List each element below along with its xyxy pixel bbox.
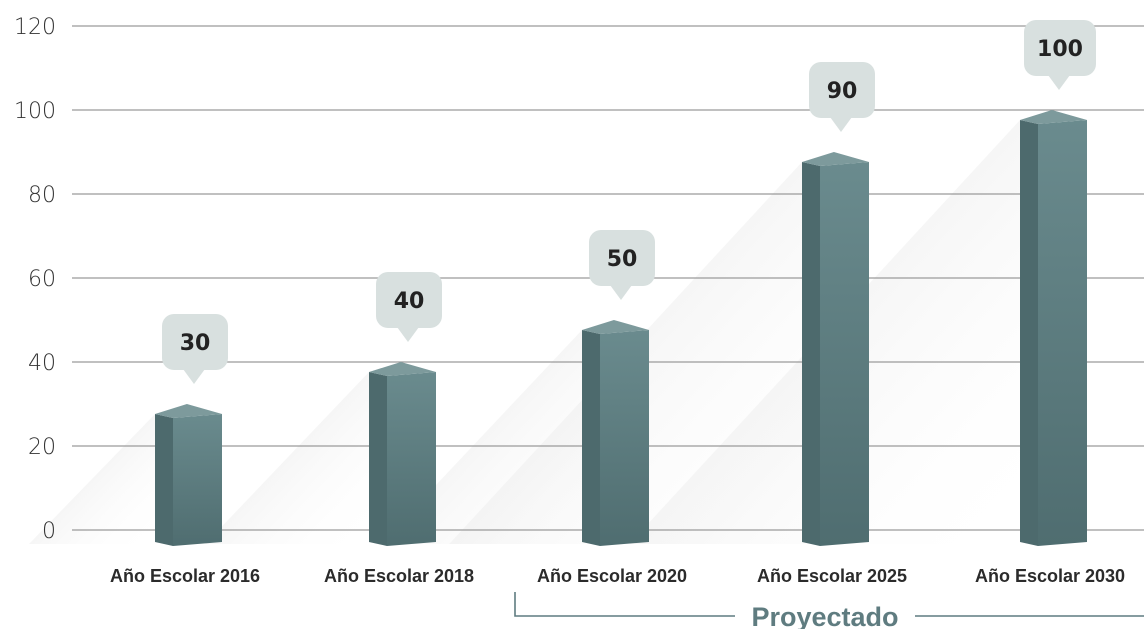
projected-annotation: Proyectado: [514, 592, 1144, 629]
bar-side-face: [802, 162, 820, 546]
x-tick-label: Año Escolar 2030: [975, 566, 1125, 586]
value-callout: 30: [162, 314, 228, 384]
callout-bubble: [376, 272, 442, 328]
bar-side-face: [369, 372, 387, 546]
callout-bubble: [162, 314, 228, 370]
callout-pointer: [830, 117, 852, 132]
bar-value-label: 90: [827, 79, 858, 104]
callout-pointer: [397, 327, 419, 342]
bar: [1020, 110, 1087, 546]
callout-bubble: [1024, 20, 1096, 76]
value-callout: 100: [1024, 20, 1096, 90]
y-axis: 0 20 40 60 80 100 120: [14, 15, 56, 544]
bar: [155, 404, 222, 546]
bar-front-face: [600, 330, 649, 546]
value-callouts: 30 40 50 90 100: [162, 20, 1096, 384]
bar: [369, 362, 436, 546]
y-tick-label: 100: [14, 99, 56, 124]
bar-shadow: [449, 162, 802, 544]
value-callout: 40: [376, 272, 442, 342]
bar-side-face: [155, 414, 173, 546]
callout-bubble: [589, 230, 655, 286]
bar: [582, 320, 649, 546]
callout-pointer: [610, 285, 632, 300]
y-tick-label: 60: [28, 267, 56, 292]
value-callout: 50: [589, 230, 655, 300]
bar-value-label: 100: [1037, 37, 1083, 62]
y-tick-label: 20: [28, 435, 56, 460]
callout-bubble: [809, 62, 875, 118]
bar-front-face: [173, 414, 222, 546]
bar-side-face: [582, 330, 600, 546]
bars: [155, 110, 1087, 546]
callout-pointer: [183, 369, 205, 384]
bar-top-face: [155, 404, 222, 418]
bar: [802, 152, 869, 546]
y-tick-label: 80: [28, 183, 56, 208]
x-tick-label: Año Escolar 2018: [324, 566, 474, 586]
y-tick-label: 0: [42, 519, 56, 544]
x-tick-label: Año Escolar 2016: [110, 566, 260, 586]
x-axis: Año Escolar 2016 Año Escolar 2018 Año Esco…: [110, 566, 1125, 586]
bar-front-face: [1038, 120, 1087, 546]
bar-top-face: [582, 320, 649, 334]
bar-side-face: [1020, 120, 1038, 546]
x-tick-label: Año Escolar 2020: [537, 566, 687, 586]
y-tick-label: 120: [14, 15, 56, 40]
projected-label: Proyectado: [751, 602, 898, 629]
bar-top-face: [1020, 110, 1087, 124]
bar-value-label: 50: [607, 247, 638, 272]
bar-shadow: [205, 372, 369, 544]
bar-top-face: [802, 152, 869, 166]
value-callout: 90: [809, 62, 875, 132]
bar-top-face: [369, 362, 436, 376]
projected-bracket: [514, 592, 1144, 617]
y-tick-label: 40: [28, 351, 56, 376]
bar-front-face: [820, 162, 869, 546]
bar-value-label: 40: [394, 289, 425, 314]
bar-front-face: [387, 372, 436, 546]
bar-value-label: 30: [180, 331, 211, 356]
x-tick-label: Año Escolar 2025: [757, 566, 907, 586]
callout-pointer: [1048, 75, 1070, 90]
